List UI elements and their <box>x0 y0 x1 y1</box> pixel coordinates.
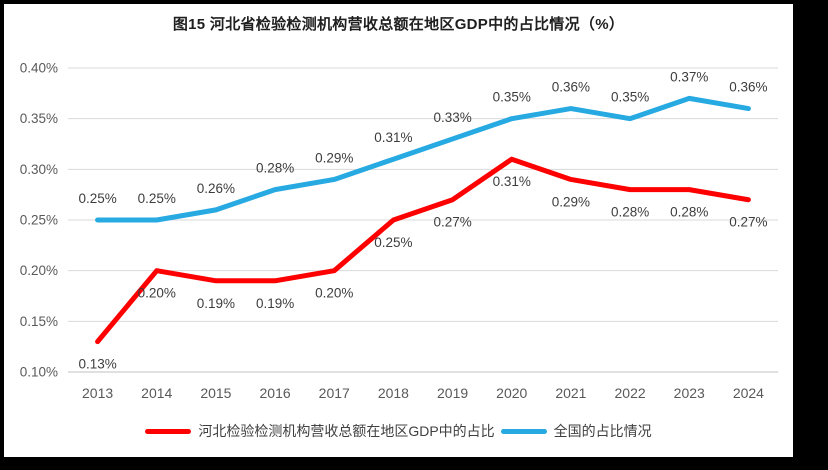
x-axis-tick-label: 2021 <box>555 385 586 401</box>
chart-canvas: 0.10% 0.15% 0.20% 0.25% 0.30% 0.35% 0.40% 2013 2… <box>20 61 778 401</box>
x-axis-tick-label: 2013 <box>82 385 113 401</box>
data-label-national: 0.31% <box>374 130 412 145</box>
data-label-hebei: 0.20% <box>315 286 353 301</box>
data-label-hebei: 0.25% <box>374 235 412 250</box>
data-label-hebei: 0.27% <box>433 215 471 230</box>
data-label-national: 0.36% <box>729 80 767 95</box>
series-line-hebei <box>95 156 751 345</box>
x-axis-tick-label: 2014 <box>141 385 172 401</box>
legend-item-national: 全国的占比情况 <box>500 421 652 441</box>
data-label-hebei: 0.19% <box>256 296 294 311</box>
data-label-national: 0.35% <box>611 90 649 105</box>
legend-label-national: 全国的占比情况 <box>553 423 652 439</box>
data-label-national: 0.33% <box>433 110 471 125</box>
x-axis-tick-label: 2018 <box>378 385 409 401</box>
legend-swatch-hebei <box>145 428 192 434</box>
legend-swatch-national <box>500 428 547 434</box>
chart-panel: 图15 河北省检验检测机构营收总额在地区GDP中的占比情况（%） 0.10% 0.… <box>4 4 793 457</box>
data-label-national: 0.28% <box>256 161 294 176</box>
y-axis-tick-label: 0.30% <box>20 162 58 177</box>
data-label-national: 0.36% <box>552 80 590 95</box>
series-line-national <box>95 95 751 223</box>
data-label-hebei: 0.28% <box>611 205 649 220</box>
legend-item-hebei: 河北检验检测机构营收总额在地区GDP中的占比 <box>145 421 495 441</box>
x-axis-tick-label: 2017 <box>319 385 350 401</box>
data-label-hebei: 0.13% <box>78 357 116 372</box>
chart-title: 图15 河北省检验检测机构营收总额在地区GDP中的占比情况（%） <box>172 16 625 33</box>
legend-label-hebei: 河北检验检测机构营收总额在地区GDP中的占比 <box>198 423 495 439</box>
x-axis-tick-label: 2015 <box>200 385 231 401</box>
data-label-national: 0.26% <box>197 181 235 196</box>
data-label-hebei: 0.19% <box>197 296 235 311</box>
data-label-hebei: 0.31% <box>493 174 531 189</box>
y-axis-tick-label: 0.25% <box>20 213 58 228</box>
data-label-hebei: 0.29% <box>552 194 590 209</box>
data-label-hebei: 0.28% <box>670 205 708 220</box>
x-axis-tick-label: 2023 <box>674 385 705 401</box>
x-axis-tick-label: 2020 <box>496 385 527 401</box>
x-axis-tick-label: 2019 <box>437 385 468 401</box>
y-axis-tick-label: 0.15% <box>20 314 58 329</box>
legend: 河北检验检测机构营收总额在地区GDP中的占比 全国的占比情况 <box>4 421 793 441</box>
data-label-national: 0.29% <box>315 150 353 165</box>
y-axis-tick-label: 0.10% <box>20 365 58 380</box>
x-axis-tick-label: 2022 <box>615 385 646 401</box>
data-label-hebei: 0.27% <box>729 215 767 230</box>
x-axis-tick-label: 2016 <box>260 385 291 401</box>
data-label-national: 0.35% <box>493 90 531 105</box>
y-axis-tick-label: 0.35% <box>20 111 58 126</box>
data-label-national: 0.25% <box>78 191 116 206</box>
y-axis-tick-label: 0.20% <box>20 263 58 278</box>
y-axis-tick-label: 0.40% <box>20 61 58 76</box>
x-axis-tick-label: 2024 <box>733 385 764 401</box>
data-label-national: 0.25% <box>138 191 176 206</box>
data-label-hebei: 0.20% <box>138 286 176 301</box>
data-label-national: 0.37% <box>670 69 708 84</box>
